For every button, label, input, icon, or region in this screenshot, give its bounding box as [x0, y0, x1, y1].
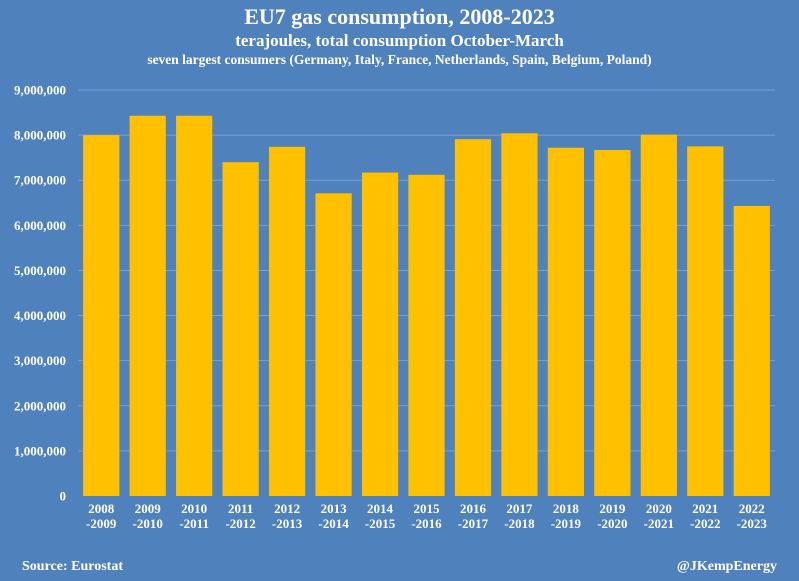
x-tick-label: -2010 — [133, 516, 163, 531]
x-tick-label: 2014 — [367, 501, 394, 516]
bars — [83, 115, 770, 497]
bar — [733, 205, 770, 497]
x-tick-label: 2008 — [88, 501, 115, 516]
y-tick-label: 1,000,000 — [14, 443, 66, 458]
x-tick-label: -2023 — [737, 516, 768, 531]
x-tick-label: -2016 — [411, 516, 442, 531]
bar — [454, 139, 492, 496]
y-tick-label: 4,000,000 — [14, 308, 66, 323]
x-tick-label: -2009 — [86, 516, 117, 531]
bar — [268, 146, 306, 496]
y-tick-label: 5,000,000 — [14, 263, 66, 278]
x-tick-label: 2009 — [135, 501, 162, 516]
x-tick-label: -2021 — [644, 516, 674, 531]
bar — [501, 133, 538, 496]
chart-title: EU7 gas consumption, 2008-2023 — [244, 4, 555, 29]
x-tick-label: -2014 — [318, 516, 349, 531]
x-tick-label: 2020 — [646, 501, 672, 516]
y-tick-label: 0 — [60, 489, 67, 504]
bar — [176, 115, 213, 497]
title-block: EU7 gas consumption, 2008-2023 terajoule… — [0, 4, 799, 69]
bar — [547, 147, 585, 496]
x-tick-label: -2013 — [272, 516, 303, 531]
bar — [408, 174, 445, 496]
y-tick-label: 7,000,000 — [14, 173, 66, 188]
bar — [129, 115, 166, 497]
bar — [83, 135, 120, 496]
y-tick-label: 9,000,000 — [14, 83, 66, 98]
chart-subtitle: terajoules, total consumption October-Ma… — [235, 31, 564, 50]
x-tick-label: 2017 — [506, 501, 533, 516]
x-tick-label: -2022 — [690, 516, 720, 531]
x-tick-label: 2022 — [739, 501, 765, 516]
bar — [361, 172, 399, 496]
x-tick-label: 2012 — [274, 501, 300, 516]
x-tick-label: -2012 — [225, 516, 255, 531]
x-tick-label: 2021 — [692, 501, 718, 516]
x-tick-label: 2011 — [228, 501, 253, 516]
bar — [640, 134, 677, 496]
bar — [315, 193, 352, 496]
y-tick-label: 6,000,000 — [14, 218, 66, 233]
x-tick-label: -2015 — [365, 516, 396, 531]
y-axis-ticks: 0 1,000,000 2,000,000 3,000,000 4,000,000 5,0… — [14, 83, 66, 504]
y-tick-label: 8,000,000 — [14, 128, 66, 143]
x-axis-ticks: 2008-2009 2009-2010 2010-2011 2011-2012 2012… — [86, 501, 767, 531]
x-tick-label: -2020 — [597, 516, 627, 531]
bar — [687, 146, 724, 496]
x-tick-label: 2010 — [181, 501, 207, 516]
y-tick-label: 3,000,000 — [14, 353, 66, 368]
x-tick-label: 2019 — [599, 501, 626, 516]
x-tick-label: -2017 — [458, 516, 489, 531]
bar — [222, 162, 259, 496]
chart-subtitle-countries: seven largest consumers (Germany, Italy,… — [147, 52, 652, 67]
bar — [594, 149, 631, 496]
x-tick-label: -2018 — [504, 516, 535, 531]
x-tick-label: -2011 — [179, 516, 209, 531]
x-tick-label: 2015 — [414, 501, 441, 516]
x-tick-label: 2016 — [460, 501, 487, 516]
source-label: Source: Eurostat — [22, 559, 123, 574]
y-tick-label: 2,000,000 — [14, 398, 66, 413]
x-tick-label: 2013 — [321, 501, 348, 516]
x-tick-label: 2018 — [553, 501, 580, 516]
x-tick-label: -2019 — [551, 516, 582, 531]
author-credit: @JKempEnergy — [676, 559, 777, 574]
